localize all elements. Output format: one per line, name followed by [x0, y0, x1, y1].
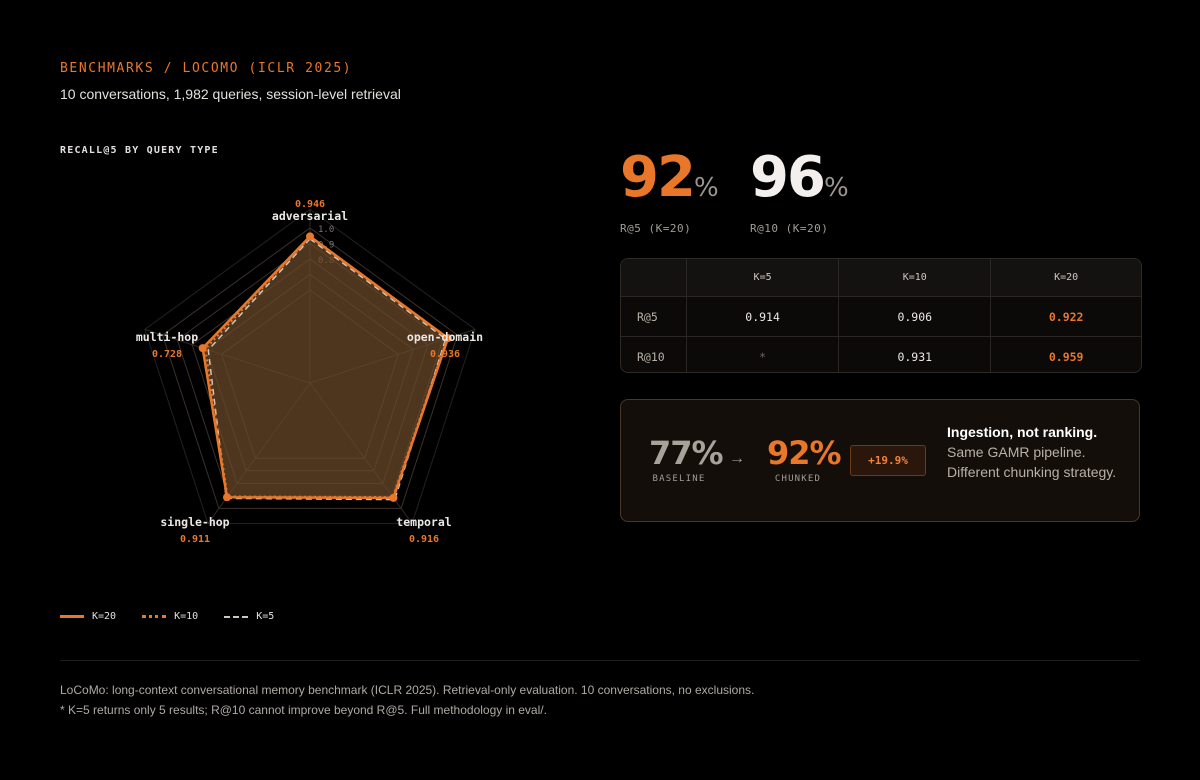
- delta-badge: +19.9%: [850, 445, 926, 476]
- stat-r5: 92% R@5 (K=20): [620, 146, 719, 236]
- radar-scale-label: 0.9: [318, 241, 334, 251]
- radar-point: [198, 344, 207, 353]
- chunked-block: 92% CHUNKED: [767, 434, 842, 484]
- table-row: R@5 0.914 0.906 0.922: [621, 296, 1141, 337]
- legend-swatch-solid: [60, 615, 84, 618]
- legend-item-k20: K=20: [60, 611, 116, 622]
- stat-r10-number: 96: [750, 145, 826, 210]
- table-col-k5: K=5: [685, 259, 839, 297]
- table-cell-highlight: 0.922: [990, 296, 1141, 337]
- table-row-label: R@5: [621, 296, 687, 337]
- stat-r5-value: 92%: [620, 146, 719, 220]
- radar-category-label: adversarial: [272, 209, 348, 223]
- radar-point: [443, 334, 452, 343]
- radar-grid-ring: [144, 208, 476, 524]
- footnote-2: * K=5 returns only 5 results; R@10 canno…: [60, 703, 547, 717]
- table-row: R@10 * 0.931 0.959: [621, 336, 1141, 372]
- radar-value-label: 0.916: [409, 534, 439, 545]
- page-subtitle: 10 conversations, 1,982 queries, session…: [60, 86, 401, 102]
- comparison-text: Ingestion, not ranking. Same GAMR pipeli…: [947, 422, 1132, 482]
- table-col-k20: K=20: [990, 259, 1141, 297]
- arrow-right-icon: →: [729, 450, 745, 467]
- legend-item-k5: K=5: [224, 611, 274, 622]
- radar-series-k20: [201, 235, 450, 500]
- radar-category-label: single-hop: [160, 515, 229, 529]
- radar-series-k5: [207, 238, 447, 501]
- stat-r5-label: R@5 (K=20): [620, 222, 692, 235]
- comparison-line-2: Different chunking strategy.: [947, 464, 1117, 480]
- baseline-block: 77% BASELINE: [649, 434, 724, 484]
- chunked-value: 92%: [767, 434, 842, 472]
- table-cell-na: *: [685, 336, 839, 372]
- stat-r10: 96% R@10 (K=20): [750, 146, 849, 236]
- baseline-value: 77%: [649, 434, 724, 472]
- chunked-label: CHUNKED: [774, 474, 822, 484]
- stat-r10-label: R@10 (K=20): [750, 222, 829, 235]
- radar-value-label: 0.728: [152, 349, 182, 360]
- baseline-label: BASELINE: [652, 474, 706, 484]
- stat-r10-unit: %: [823, 173, 849, 203]
- table-col-k10: K=10: [838, 259, 991, 297]
- table-cell: 0.931: [838, 336, 991, 372]
- breadcrumb: BENCHMARKS / LOCOMO (ICLR 2025): [60, 61, 353, 76]
- comparison-card: 77% BASELINE → 92% CHUNKED +19.9% Ingest…: [620, 399, 1140, 522]
- radar-section-label: RECALL@5 BY QUERY TYPE: [60, 145, 219, 156]
- radar-point: [306, 232, 314, 241]
- table-row-label: R@10: [637, 349, 665, 364]
- table-cell: 0.906: [838, 296, 991, 337]
- radar-area-fill: [202, 236, 448, 498]
- table-cell: 0.914: [685, 296, 839, 337]
- table-header-row: K=5 K=10 K=20: [621, 259, 1141, 297]
- stat-r5-number: 92: [620, 145, 696, 210]
- footnote-1: LoCoMo: long-context conversational memo…: [60, 683, 755, 697]
- radar-value-label: 0.911: [180, 534, 210, 545]
- legend-label-k20: K=20: [92, 611, 117, 622]
- radar-scale-label: 1.0: [318, 225, 334, 235]
- radar-grid-ring: [161, 227, 459, 509]
- radar-category-label: open-domain: [407, 330, 483, 344]
- radar-point: [389, 493, 398, 502]
- legend-swatch-dotted: [142, 615, 167, 618]
- stat-r5-unit: %: [693, 173, 719, 203]
- table-cell-highlight: 0.959: [990, 336, 1141, 372]
- radar-value-label: 0.946: [295, 199, 325, 210]
- legend-label-k10: K=10: [174, 611, 199, 622]
- radar-category-label: multi-hop: [136, 330, 198, 344]
- radar-point: [223, 493, 232, 502]
- stat-r10-value: 96%: [750, 146, 849, 220]
- legend-label-k5: K=5: [256, 611, 275, 622]
- results-table: K=5 K=10 K=20 R@5 0.914 0.906 0.922 R@10…: [620, 258, 1142, 373]
- chart-legend: K=20 K=10 K=5: [60, 611, 274, 622]
- footer-divider: [60, 660, 1140, 661]
- table-corner: [621, 259, 687, 297]
- radar-chart: 1.00.90.80.946adversarial0.936open-domai…: [136, 199, 483, 545]
- legend-swatch-dashed: [224, 615, 249, 618]
- comparison-line-1: Same GAMR pipeline.: [947, 444, 1086, 460]
- legend-item-k10: K=10: [142, 611, 198, 622]
- radar-category-label: temporal: [396, 515, 451, 529]
- comparison-headline: Ingestion, not ranking.: [947, 424, 1098, 440]
- radar-value-label: 0.936: [430, 349, 460, 360]
